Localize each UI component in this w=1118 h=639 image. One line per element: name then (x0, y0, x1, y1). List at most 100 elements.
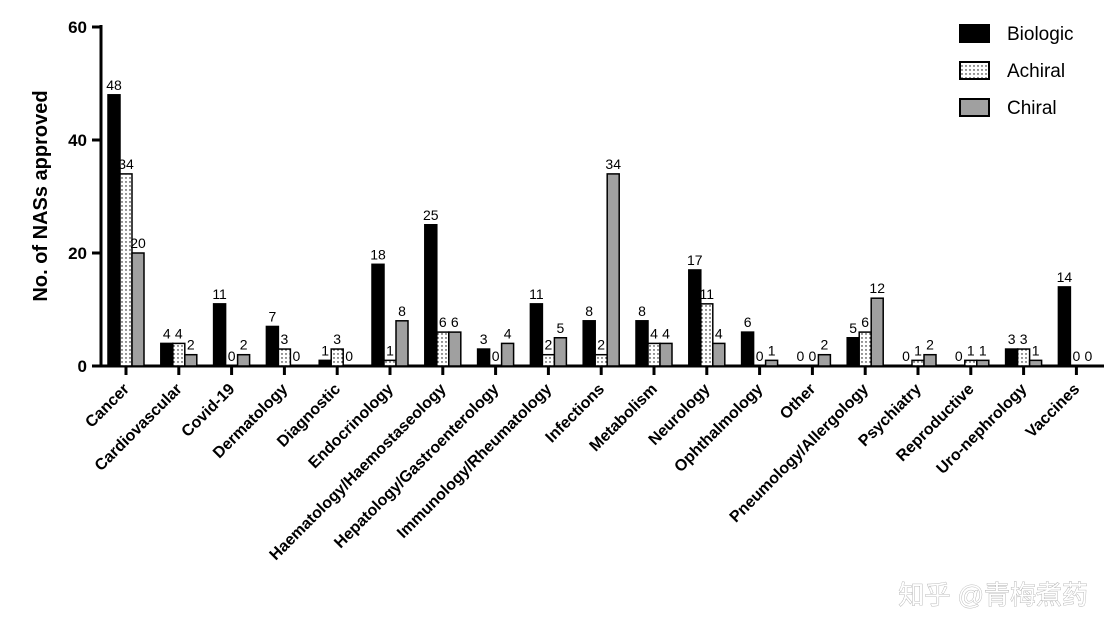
data-label-chiral: 2 (821, 337, 829, 353)
bar-achiral (383, 359, 397, 367)
bar-chiral (976, 359, 990, 367)
data-label-biologic: 8 (585, 303, 593, 319)
data-label-achiral: 3 (333, 331, 341, 347)
bar-achiral (911, 359, 925, 367)
data-label-chiral: 0 (345, 348, 353, 364)
bar-achiral (858, 331, 872, 367)
data-label-achiral: 3 (281, 331, 289, 347)
data-label-achiral: 2 (545, 337, 553, 353)
bar-chiral (817, 353, 832, 367)
data-label-achiral: 0 (809, 348, 817, 364)
bar-achiral (700, 303, 714, 367)
bar-achiral (436, 331, 450, 367)
data-label-biologic: 14 (1057, 269, 1073, 285)
data-label-biologic: 4 (163, 325, 171, 341)
bar-chiral (553, 337, 568, 367)
bar-chiral (659, 342, 673, 367)
category-label: Vaccines (1023, 381, 1084, 442)
bar-chiral (712, 342, 726, 367)
data-label-chiral: 1 (979, 342, 987, 358)
bar-biologic (371, 263, 385, 367)
bar-biologic (740, 331, 755, 367)
data-label-biologic: 0 (955, 348, 963, 364)
bar-chiral (606, 173, 620, 367)
bar-biologic (265, 325, 280, 367)
bar-achiral (541, 353, 556, 367)
data-label-chiral: 2 (187, 337, 195, 353)
data-label-chiral: 1 (1032, 342, 1040, 358)
bar-achiral (647, 342, 661, 367)
data-label-chiral: 0 (1085, 348, 1093, 364)
bar-biologic (846, 337, 860, 367)
data-label-biologic: 17 (687, 252, 703, 268)
data-label-achiral: 4 (175, 325, 183, 341)
data-label-chiral: 0 (293, 348, 301, 364)
bar-achiral (172, 342, 186, 367)
bar-biologic (424, 224, 438, 367)
bar-chiral (131, 252, 145, 367)
data-label-achiral: 2 (597, 337, 605, 353)
bar-achiral (277, 348, 292, 367)
bar-chiral (184, 353, 198, 367)
legend-swatch-chiral (959, 98, 990, 117)
category-label: Cancer (82, 381, 132, 431)
category-label: Other (777, 381, 819, 423)
y-tick-label: 40 (68, 131, 87, 150)
data-label-achiral: 1 (914, 342, 922, 358)
data-label-achiral: 0 (228, 348, 236, 364)
bar-achiral (119, 173, 133, 367)
data-label-chiral: 4 (662, 325, 670, 341)
bar-biologic (318, 359, 332, 367)
data-label-biologic: 25 (423, 207, 439, 223)
data-label-chiral: 2 (240, 337, 248, 353)
data-label-chiral: 34 (605, 156, 621, 172)
bar-biologic (635, 320, 649, 367)
data-label-achiral: 0 (756, 348, 764, 364)
bar-biologic (1004, 348, 1019, 367)
data-label-biologic: 8 (638, 303, 646, 319)
data-label-achiral: 0 (492, 348, 500, 364)
category-label: Uro-nephrology (934, 381, 1031, 478)
legend: Biologic Achiral Chiral (959, 24, 1074, 119)
data-label-biologic: 3 (480, 331, 488, 347)
bar-biologic (582, 320, 596, 367)
data-label-chiral: 4 (715, 325, 723, 341)
data-label-biologic: 18 (370, 246, 386, 262)
data-label-achiral: 0 (1073, 348, 1081, 364)
bar-achiral (964, 359, 978, 367)
data-label-achiral: 1 (967, 342, 975, 358)
y-tick-label: 0 (78, 357, 87, 376)
data-label-biologic: 1 (321, 342, 329, 358)
bar-achiral (330, 348, 344, 367)
data-label-chiral: 1 (768, 342, 776, 358)
data-label-biologic: 6 (744, 314, 752, 330)
y-tick-label: 20 (68, 244, 87, 263)
bar-chiral (395, 320, 409, 367)
data-label-chiral: 5 (557, 320, 565, 336)
bar-biologic (688, 269, 702, 367)
legend-swatch-achiral (959, 61, 990, 80)
legend-label-achiral: Achiral (1007, 61, 1065, 82)
category-label: Ophthalmology (671, 381, 766, 476)
data-label-chiral: 20 (130, 235, 146, 251)
bar-chiral (1028, 359, 1043, 367)
data-label-biologic: 48 (106, 77, 122, 93)
data-label-biologic: 5 (849, 320, 857, 336)
legend-label-chiral: Chiral (1007, 98, 1057, 119)
legend-label-biologic: Biologic (1007, 24, 1074, 45)
bar-biologic (160, 342, 174, 367)
data-label-achiral: 3 (1020, 331, 1028, 347)
bar-chiral (500, 342, 515, 367)
data-label-biologic: 11 (529, 286, 544, 302)
bar-achiral (1016, 348, 1031, 367)
data-label-biologic: 7 (269, 308, 277, 324)
bar-chiral (236, 353, 251, 367)
bar-chiral (923, 353, 937, 367)
bar-biologic (476, 348, 491, 367)
bar-achiral (594, 353, 608, 367)
data-label-biologic: 11 (212, 286, 227, 302)
legend-swatch-biologic (959, 24, 990, 43)
bar-biologic (107, 94, 121, 367)
data-label-chiral: 6 (451, 314, 459, 330)
bar-biologic (529, 303, 544, 367)
